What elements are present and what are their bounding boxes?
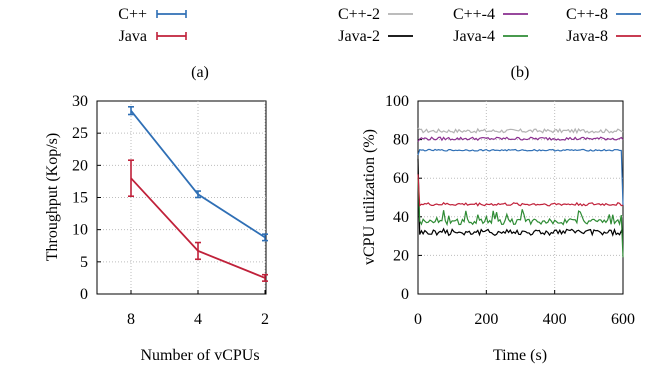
chart-b-xtick-label: 200 xyxy=(474,311,498,328)
chart-a-xtick-label: 2 xyxy=(261,311,269,328)
chart-a-series xyxy=(128,105,268,282)
chart-a-ytick-label: 15 xyxy=(72,190,88,207)
series-line-java-8 xyxy=(417,174,624,207)
chart-a-ytick-label: 10 xyxy=(72,222,88,239)
chart-a-grid xyxy=(97,101,266,294)
chart-b-ytick-label: 60 xyxy=(393,170,409,187)
legend-b-marks xyxy=(388,13,641,37)
chart-b-xticks: 0 200 400 600 xyxy=(414,290,635,328)
panel-label-a: (a) xyxy=(191,64,209,81)
legend-b-label-cpp8: C++-8 xyxy=(566,6,608,23)
chart-a-xtick-label: 4 xyxy=(194,311,202,328)
chart-b-ytick-label: 0 xyxy=(401,286,409,303)
series-line-cpp-2 xyxy=(417,127,624,135)
chart-a-ytick-label: 25 xyxy=(72,125,88,142)
chart-b-ylabel: vCPU utilization (%) xyxy=(361,129,378,265)
legend-a-label-java: Java xyxy=(119,28,147,45)
chart-b-xlabel: Time (s) xyxy=(493,347,547,364)
legend-a: C++ Java xyxy=(118,6,187,45)
chart-b-yticks: 0 20 40 60 80 100 xyxy=(385,93,422,303)
legend-b-label-cpp2: C++-2 xyxy=(338,6,380,23)
chart-b-xtick-label: 400 xyxy=(543,311,567,328)
chart-b-ytick-label: 40 xyxy=(393,209,409,226)
chart-a-xticks: 8 4 2 xyxy=(127,290,269,328)
legend-b-label-java2: Java-2 xyxy=(338,28,380,45)
legend-a-marks xyxy=(156,10,187,40)
series-line-java-2 xyxy=(417,158,624,237)
chart-a-ytick-label: 20 xyxy=(72,157,88,174)
chart-a-xtick-label: 8 xyxy=(127,311,135,328)
legend-b: C++-2 Java-2 C++-4 Java-4 C++-8 Java-8 xyxy=(338,6,641,45)
legend-a-label-cpp: C++ xyxy=(118,6,147,23)
chart-b-ytick-label: 20 xyxy=(393,247,409,264)
legend-b-label-java8: Java-8 xyxy=(566,28,608,45)
chart-a-xlabel: Number of vCPUs xyxy=(140,347,259,364)
chart-a-ylabel: Throughput (Kop/s) xyxy=(44,133,61,261)
legend-b-label-cpp4: C++-4 xyxy=(453,6,495,23)
chart-a: 0 5 10 15 20 25 30 8 4 2 Throughput (Kop/s) Numb… xyxy=(44,93,269,364)
chart-a-ytick-label: 0 xyxy=(80,286,88,303)
series-line-cpp-4 xyxy=(417,136,624,142)
legend-b-label-java4: Java-4 xyxy=(453,28,495,45)
series-line-java-4 xyxy=(417,178,624,258)
chart-b-xtick-label: 0 xyxy=(414,311,422,328)
chart-a-ytick-label: 30 xyxy=(72,93,88,110)
chart-a-yticks: 0 5 10 15 20 25 30 xyxy=(72,93,101,303)
chart-a-ytick-label: 5 xyxy=(80,254,88,271)
chart-b: 0 20 40 60 80 100 0 200 400 600 vCPU utilization… xyxy=(361,93,635,364)
chart-b-ytick-label: 80 xyxy=(393,132,409,149)
chart-b-series xyxy=(417,127,624,258)
panel-label-b: (b) xyxy=(511,64,530,81)
series-line-cpp-8 xyxy=(417,148,624,206)
chart-b-ytick-label: 100 xyxy=(385,93,409,110)
chart-b-xtick-label: 600 xyxy=(611,311,635,328)
